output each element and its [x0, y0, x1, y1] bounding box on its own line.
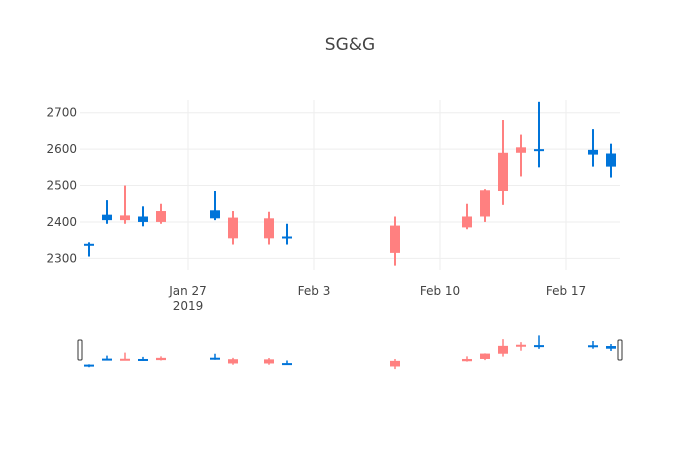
- mini-candle-body: [534, 345, 544, 348]
- grid-layer: [80, 100, 620, 270]
- range-slider-bg: [80, 335, 620, 370]
- candle-body[interactable]: [102, 214, 112, 221]
- x-tick-label: Feb 17: [546, 284, 586, 298]
- range-slider[interactable]: [77, 335, 623, 370]
- candle-body[interactable]: [282, 236, 292, 239]
- mini-candle-body: [282, 363, 292, 366]
- y-tick-label: 2500: [46, 179, 77, 193]
- mini-candle-body: [102, 358, 112, 361]
- candle-body[interactable]: [390, 225, 400, 253]
- candle-body[interactable]: [516, 147, 526, 153]
- y-tick-label: 2600: [46, 142, 77, 156]
- x-tick-label: Feb 10: [420, 284, 460, 298]
- mini-candle-body: [120, 358, 130, 361]
- mini-candle-body: [210, 357, 220, 360]
- candle-body[interactable]: [228, 217, 238, 239]
- x-tick-sublabel: 2019: [173, 299, 204, 313]
- candle-body[interactable]: [480, 190, 490, 217]
- candle-body[interactable]: [210, 210, 220, 219]
- mini-candle-body: [228, 359, 238, 364]
- candle-body[interactable]: [156, 211, 166, 222]
- candle-body[interactable]: [120, 215, 130, 221]
- chart-title: SG&G: [325, 35, 375, 55]
- x-tick-label: Feb 3: [298, 284, 331, 298]
- mini-candle-body: [84, 364, 94, 367]
- candle-body[interactable]: [84, 243, 94, 246]
- y-tick-label: 2700: [46, 106, 77, 120]
- candle-layer: [84, 101, 616, 266]
- candle-body[interactable]: [138, 216, 148, 222]
- mini-candle-body: [462, 358, 472, 362]
- y-tick-label: 2400: [46, 215, 77, 229]
- mini-candle-body: [516, 344, 526, 347]
- mini-candle-body: [498, 345, 508, 354]
- range-slider-right-handle[interactable]: [617, 339, 623, 361]
- mini-candle-body: [156, 357, 166, 361]
- candle-body[interactable]: [606, 153, 616, 167]
- candle-body[interactable]: [462, 216, 472, 228]
- mini-candle-body: [138, 358, 148, 361]
- y-tick-label: 2300: [46, 251, 77, 265]
- range-slider-left-handle[interactable]: [77, 339, 83, 361]
- mini-candle-body: [588, 345, 598, 348]
- candle-body[interactable]: [534, 149, 544, 152]
- mini-candle-body: [264, 359, 274, 364]
- mini-candle-body: [606, 346, 616, 349]
- candle-body[interactable]: [498, 152, 508, 192]
- candle-body[interactable]: [264, 218, 274, 239]
- mini-candle-body: [480, 353, 490, 359]
- candle-body[interactable]: [588, 149, 598, 155]
- mini-candle-body: [390, 360, 400, 367]
- x-tick-label: Jan 27: [168, 284, 207, 298]
